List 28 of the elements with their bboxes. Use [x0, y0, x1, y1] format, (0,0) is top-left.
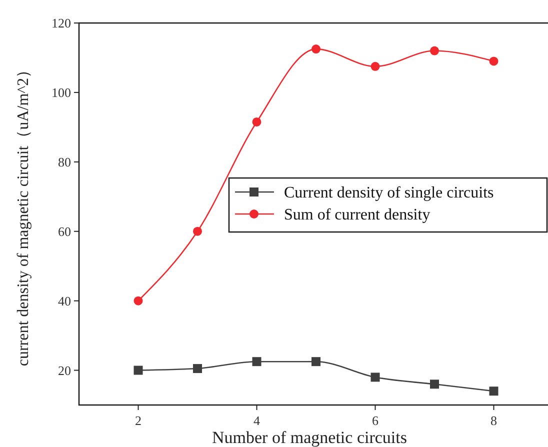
- point: [193, 226, 202, 236]
- point: [193, 364, 202, 374]
- point: [252, 117, 262, 126]
- legend-label: Current density of single circuits: [284, 184, 494, 202]
- x-tick-label: 2: [135, 413, 142, 428]
- point: [489, 56, 498, 66]
- y-tick-label: 60: [58, 224, 71, 239]
- y-tick-label: 20: [58, 362, 71, 378]
- y-axis-title: current density of magnetic circuit（uA/m^2）: [15, 62, 32, 366]
- point: [370, 62, 380, 71]
- y-tick-label: 100: [52, 85, 71, 100]
- x-tick-label: 4: [254, 413, 260, 428]
- y-tick-label: 120: [52, 16, 71, 31]
- x-tick-label: 8: [490, 413, 497, 428]
- point: [134, 296, 143, 306]
- point: [430, 46, 439, 56]
- point: [312, 44, 320, 54]
- y-tick-label: 40: [58, 293, 71, 308]
- point: [489, 386, 498, 396]
- y-tick-label: 80: [58, 154, 71, 170]
- point: [134, 366, 143, 375]
- legend-label: Sum of current density: [284, 206, 430, 224]
- point: [312, 357, 320, 366]
- point: [252, 357, 262, 366]
- x-axis-title: Number of magnetic circuits: [212, 428, 407, 447]
- x-tick-label: 6: [372, 413, 379, 428]
- point: [370, 372, 380, 382]
- point: [430, 380, 439, 389]
